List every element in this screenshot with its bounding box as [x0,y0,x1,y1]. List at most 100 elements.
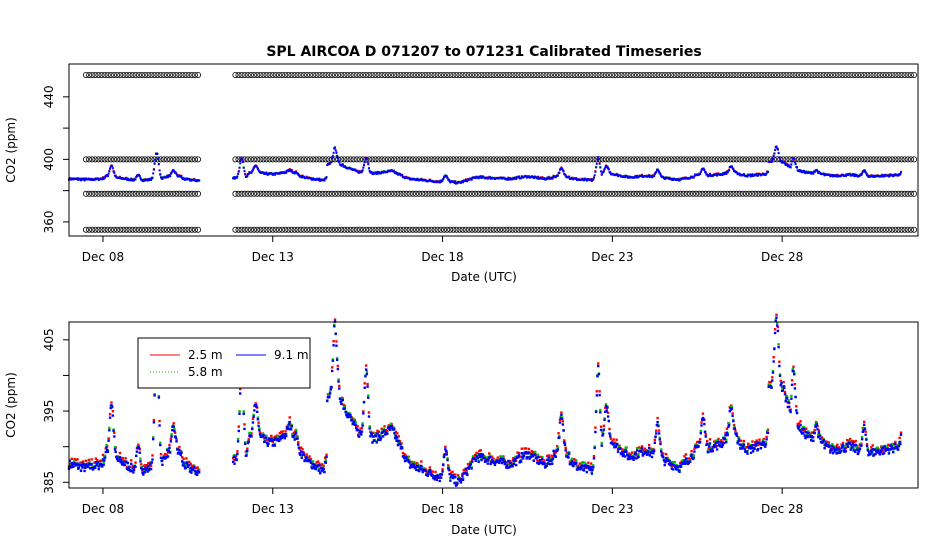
data-point [602,171,605,174]
data-point [104,450,107,454]
data-point [587,465,590,468]
band-marker [671,190,678,197]
band-marker [845,226,852,233]
data-point [801,425,804,429]
band-marker [117,226,124,233]
data-point [95,464,98,467]
data-point [368,427,371,430]
data-point [732,418,735,422]
data-point [816,424,819,428]
data-point [147,466,151,469]
band-marker [129,190,136,197]
band-marker [565,156,572,163]
band-marker [515,156,522,163]
band-marker [447,71,454,78]
data-point [335,340,338,343]
band-marker [235,190,242,197]
data-point [810,431,814,434]
data-point [367,396,370,399]
band-marker [774,71,781,78]
top-reference-bands [82,71,918,233]
band-marker [391,156,398,163]
data-point [145,466,149,470]
band-marker [742,71,749,78]
band-marker [587,190,594,197]
band-marker [288,190,295,197]
data-point [628,454,631,457]
band-marker [911,190,918,197]
band-marker [777,190,784,197]
data-point [455,483,458,487]
band-marker [627,156,634,163]
data-point [882,174,885,177]
band-marker [89,190,96,197]
data-point [301,447,304,451]
data-point [466,473,469,477]
band-marker [696,156,703,163]
data-point [508,463,511,466]
data-point [836,443,839,446]
data-point [544,462,548,466]
data-point [548,462,552,466]
band-marker [749,226,756,233]
band-marker [440,226,447,233]
band-marker [490,190,497,197]
band-marker [241,190,248,197]
data-point [272,436,276,439]
data-point [664,456,668,460]
data-point [360,170,363,173]
data-point [761,439,765,442]
data-point [720,441,723,444]
data-point [350,418,354,422]
data-point [444,450,448,453]
data-point [507,177,510,180]
data-point [495,460,498,464]
band-marker [484,226,491,233]
data-point [653,174,656,177]
data-point [572,462,575,466]
data-point [721,173,724,176]
data-point [479,175,482,178]
data-point [120,463,124,466]
data-point [359,433,363,436]
data-point [186,465,190,469]
data-point [514,459,518,462]
data-point [190,471,193,474]
band-marker [468,226,475,233]
data-point [134,178,137,181]
data-point [591,468,594,472]
band-marker [858,71,865,78]
data-point [652,449,656,453]
data-point [122,459,126,463]
band-marker [907,71,914,78]
data-point [258,428,261,432]
data-point [727,425,730,429]
band-marker [652,156,659,163]
data-point [607,167,610,170]
band-marker [238,190,245,197]
band-marker [823,71,830,78]
data-point [389,428,392,431]
data-point [88,460,91,464]
data-point [318,472,322,475]
band-marker [434,190,441,197]
band-marker [285,71,292,78]
data-point [664,461,667,464]
data-point [545,464,548,468]
data-point [838,448,842,451]
band-marker [577,156,584,163]
band-marker [98,226,105,233]
data-point [536,461,539,465]
band-marker [528,71,535,78]
data-point [338,161,341,164]
data-point [832,445,836,448]
data-point [464,472,467,475]
band-marker [456,156,463,163]
band-marker [901,71,908,78]
data-point [123,463,127,467]
data-point [570,462,573,465]
data-point [426,474,429,477]
band-marker [749,156,756,163]
data-point [109,167,112,170]
band-marker [683,156,690,163]
